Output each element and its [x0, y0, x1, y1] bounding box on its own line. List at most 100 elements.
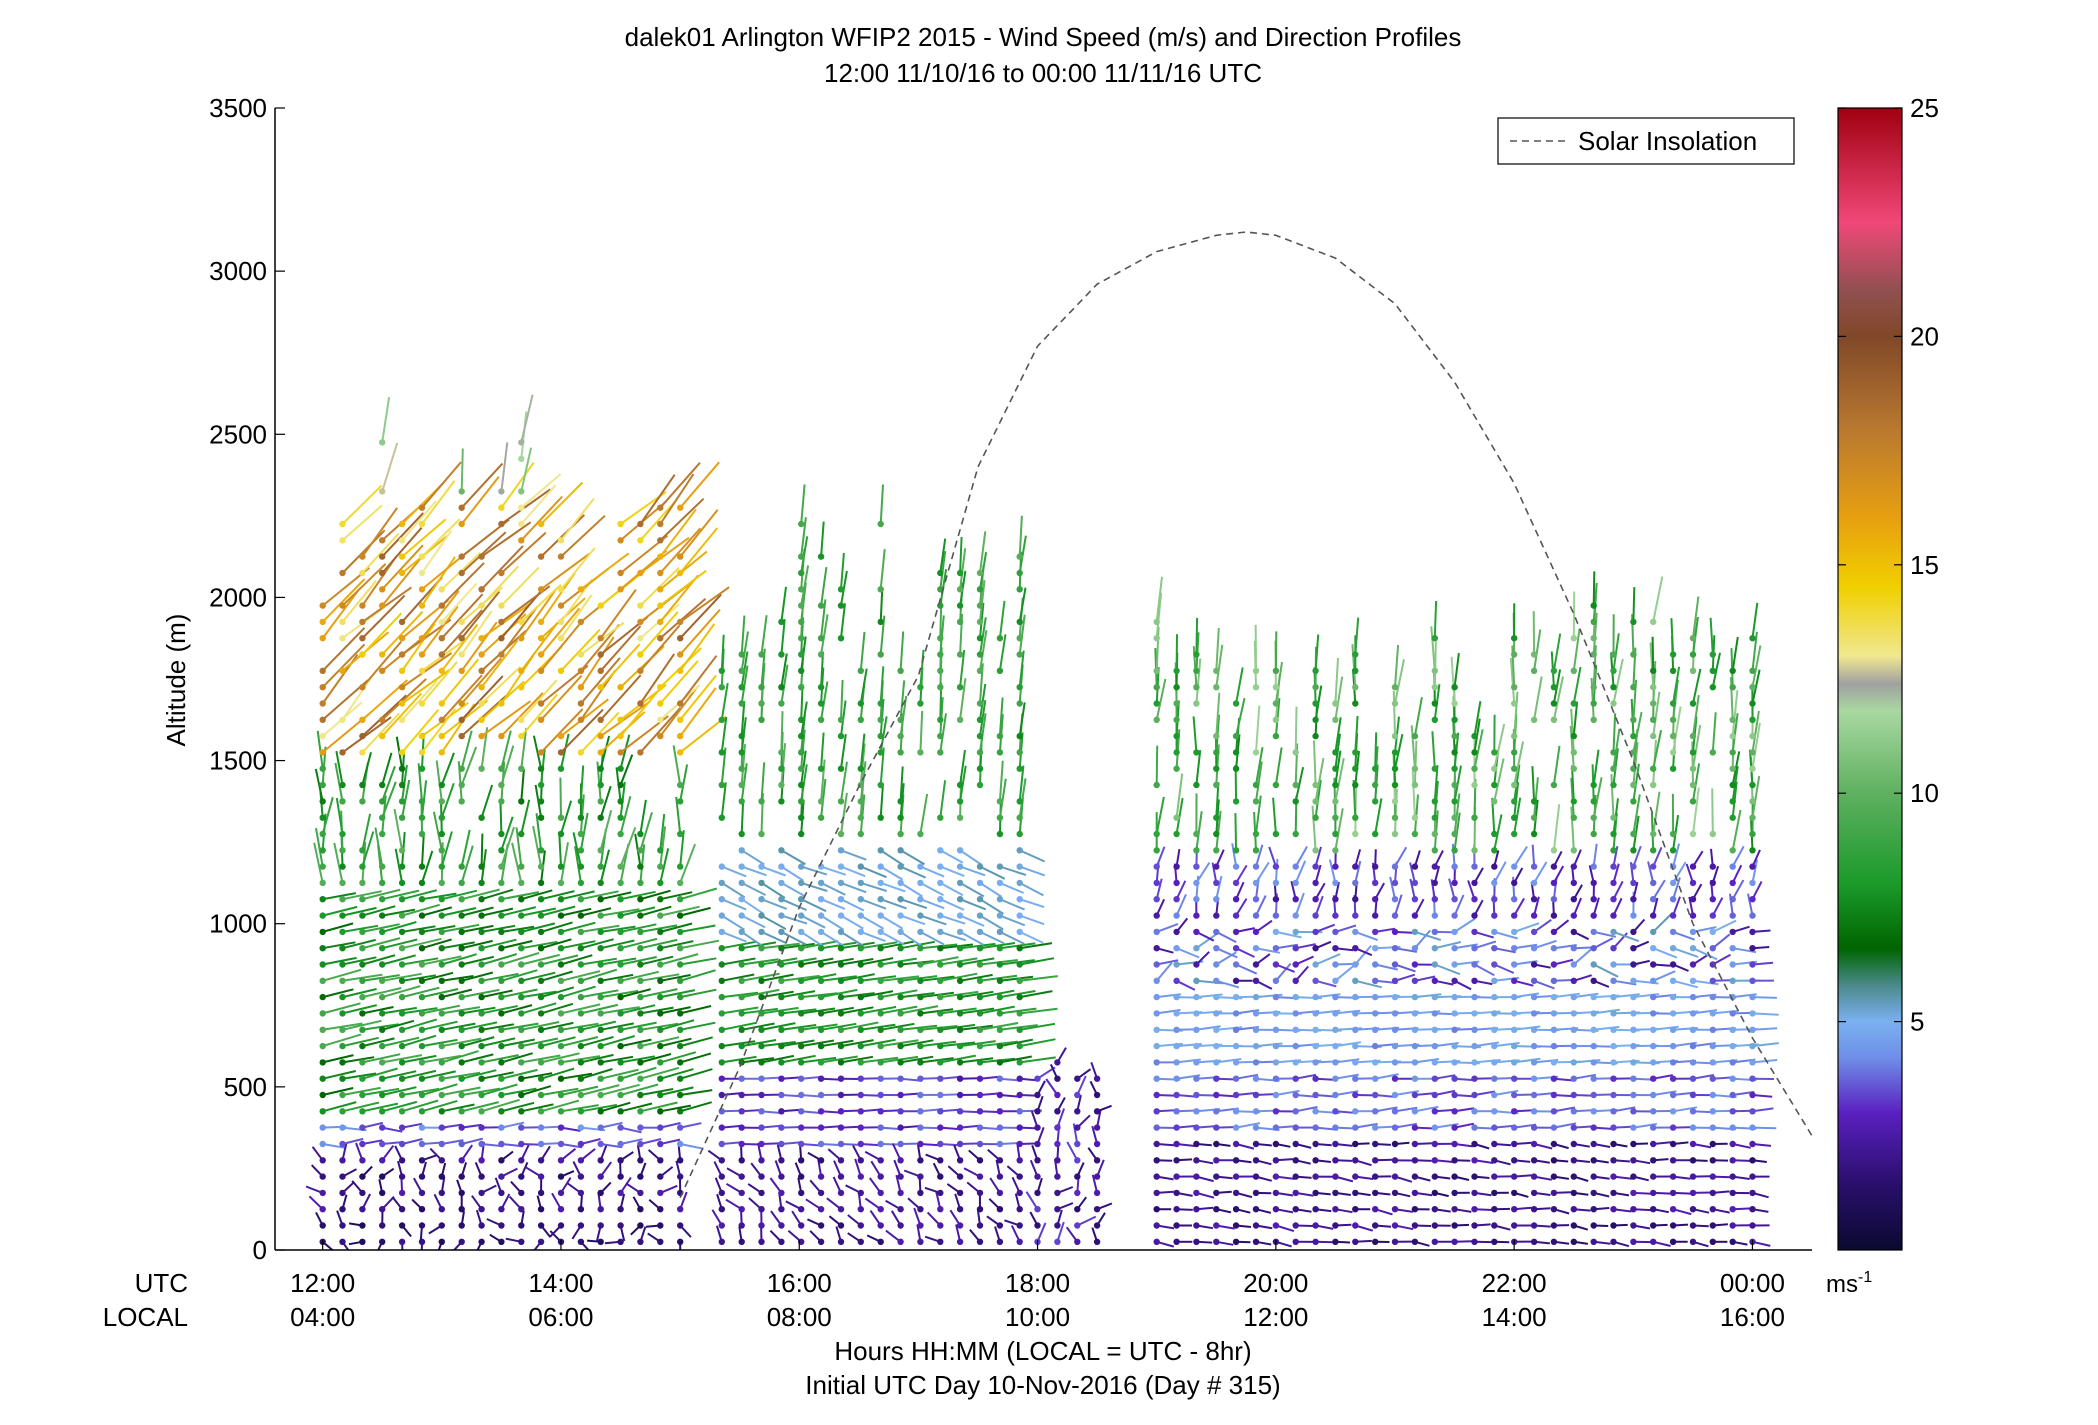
wind-barb-point — [537, 1157, 545, 1164]
wind-barb-point — [1016, 977, 1023, 984]
wind-barb-point — [1749, 781, 1756, 789]
wind-barb-stem — [1454, 1107, 1475, 1113]
wind-barb-point — [1650, 1010, 1657, 1017]
wind-barb-point — [1391, 912, 1399, 919]
wind-barb-point — [1232, 945, 1240, 952]
wind-barb-point — [418, 1157, 426, 1164]
wind-barb-point — [1530, 1157, 1538, 1164]
wind-barb-point — [1451, 1173, 1458, 1180]
wind-barb-point — [1610, 749, 1617, 756]
wind-barb-stem — [432, 811, 443, 851]
wind-barb-stem — [579, 765, 585, 802]
wind-barb-stem — [381, 1100, 418, 1113]
wind-barb-point — [319, 945, 326, 952]
wind-barb-stem — [959, 1007, 995, 1015]
wind-barb-stem — [599, 643, 641, 688]
wind-barb-stem — [1752, 1012, 1779, 1016]
wind-barb-point — [798, 1108, 805, 1115]
wind-barb-stem — [1494, 930, 1518, 940]
wind-barb-point — [1411, 1124, 1419, 1131]
wind-barb-point — [1232, 1222, 1240, 1229]
wind-barb-point — [1272, 879, 1280, 887]
wind-barb-stem — [520, 484, 557, 525]
wind-barb-stem — [460, 590, 501, 639]
wind-barb-point — [917, 1010, 924, 1017]
wind-barb-point — [319, 1157, 326, 1164]
wind-barb-stem — [639, 474, 676, 525]
wind-barb-point — [1372, 781, 1379, 789]
wind-barb-stem — [1752, 996, 1777, 999]
wind-barb-point — [1431, 1206, 1439, 1213]
wind-barb-point — [1352, 749, 1359, 756]
wind-barb-point — [1630, 1189, 1637, 1197]
wind-barb-stem — [640, 1006, 674, 1015]
wind-barb-point — [1491, 1075, 1498, 1082]
wind-barb-point — [1749, 1010, 1756, 1017]
wind-barb-point — [1272, 732, 1280, 740]
wind-barb-stem — [480, 665, 522, 705]
wind-barb-point — [577, 716, 585, 723]
wind-barb-point — [1550, 1140, 1558, 1148]
wind-barb-stem — [560, 940, 596, 950]
wind-barb-stem — [322, 1087, 354, 1096]
wind-barb-stem — [520, 588, 557, 639]
wind-barb-point — [1213, 961, 1220, 968]
wind-barb-stem — [820, 941, 857, 950]
wind-barb-point — [1689, 1042, 1697, 1050]
wind-barb-point — [657, 1010, 664, 1017]
wind-barb-stem — [1434, 1108, 1455, 1113]
wind-barb-stem — [760, 663, 766, 704]
wind-barb-point — [557, 1173, 565, 1180]
wind-barb-point — [1451, 830, 1458, 838]
wind-barb-point — [798, 1026, 805, 1034]
wind-barb-point — [478, 912, 485, 919]
wind-barb-point — [1590, 1026, 1597, 1034]
wind-barb-point — [1709, 977, 1717, 984]
wind-barb-stem — [421, 590, 460, 639]
wind-barb-point — [478, 879, 485, 887]
wind-barb-point — [1054, 1189, 1061, 1197]
wind-barb-stem — [322, 922, 354, 933]
wind-barb-point — [1213, 1157, 1220, 1164]
wind-barb-point — [1193, 1189, 1200, 1197]
wind-barb-point — [1471, 1173, 1478, 1180]
wind-barb-point — [1213, 684, 1220, 691]
wind-barb-point — [418, 700, 426, 707]
wind-barb-point — [1749, 1026, 1756, 1034]
wind-barb-stem — [362, 1139, 383, 1145]
wind-barb-point — [956, 896, 964, 903]
wind-barb-point — [1689, 700, 1697, 707]
wind-barb-point — [1729, 1173, 1736, 1180]
wind-barb-stem — [361, 831, 375, 867]
wind-barb-point — [798, 879, 805, 887]
wind-barb-point — [897, 732, 904, 740]
wind-barb-point — [398, 798, 406, 805]
wind-barb-stem — [659, 508, 697, 558]
wind-barb-point — [837, 993, 845, 1001]
wind-barb-stem — [900, 914, 926, 926]
wind-barb-point — [996, 1026, 1004, 1034]
wind-barb-stem — [1314, 779, 1322, 818]
wind-barb-stem — [1752, 961, 1774, 966]
wind-barb-stem — [521, 1002, 557, 1015]
wind-barb-stem — [619, 796, 632, 835]
wind-barb-stem — [1672, 930, 1695, 941]
wind-barb-stem — [1553, 865, 1565, 884]
wind-barb-point — [1689, 1206, 1697, 1213]
wind-barb-point — [498, 635, 505, 642]
wind-barb-point — [1193, 977, 1200, 984]
wind-barb-point — [1232, 993, 1240, 1001]
wind-barb-point — [1054, 1108, 1061, 1115]
wind-barb-point — [1471, 1189, 1478, 1197]
wind-barb-point — [718, 667, 725, 674]
wind-barb-point — [976, 879, 984, 887]
wind-barb-stem — [1394, 1106, 1418, 1113]
wind-barb-point — [498, 1157, 505, 1164]
wind-barb-point — [1431, 1042, 1439, 1050]
wind-barb-stem — [721, 1021, 758, 1031]
wind-barb-point — [1312, 781, 1319, 789]
wind-barb-stem — [1652, 846, 1663, 867]
wind-barb-stem — [820, 566, 828, 606]
wind-barb-point — [677, 635, 684, 642]
wind-barb-point — [1332, 1206, 1339, 1213]
